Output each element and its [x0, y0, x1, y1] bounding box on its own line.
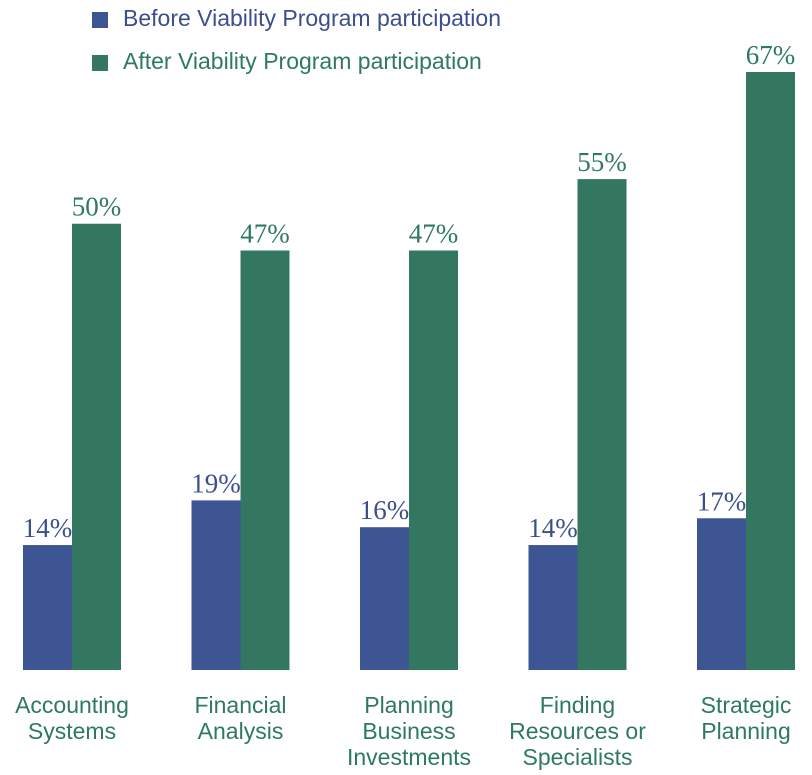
value-label: 55% [577, 147, 627, 177]
value-label: 47% [409, 219, 459, 249]
value-label: 16% [360, 495, 410, 525]
value-label: 67% [746, 40, 796, 70]
bar [409, 250, 458, 671]
bar [360, 527, 409, 670]
x-tick-label: Finding Resources or Specialists [509, 692, 646, 770]
legend-swatch [92, 12, 108, 28]
x-tick-label: Financial Analysis [194, 692, 287, 744]
bar [191, 500, 241, 670]
legend-label: After Viability Program participation [123, 48, 482, 74]
legend-swatch [92, 55, 108, 71]
x-tick-label: Planning Business Investments [347, 692, 471, 770]
value-label: 50% [72, 192, 122, 222]
x-tick-label: Accounting Systems [15, 692, 129, 744]
value-label: 14% [528, 513, 578, 543]
value-label: 47% [240, 219, 290, 249]
value-label: 19% [191, 468, 241, 498]
bar [746, 72, 795, 670]
value-label: 17% [697, 486, 747, 516]
bar [528, 545, 578, 670]
value-label: 14% [23, 513, 73, 543]
x-tick-label: Strategic Planning [700, 692, 792, 744]
bar [577, 179, 627, 670]
bar [72, 223, 121, 671]
bar [23, 545, 72, 670]
bar [240, 250, 290, 671]
bar [697, 518, 746, 670]
legend-label: Before Viability Program participation [123, 5, 501, 31]
